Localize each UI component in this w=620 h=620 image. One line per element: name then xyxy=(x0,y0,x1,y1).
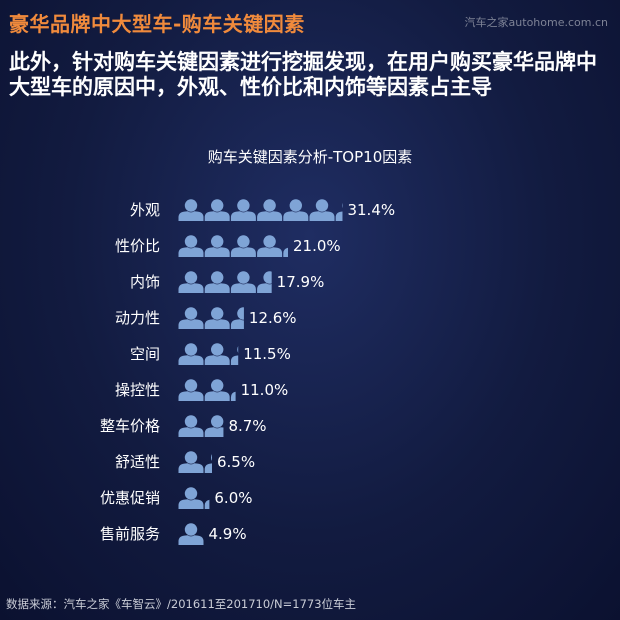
category-label: 舒适性 xyxy=(115,453,160,471)
category-label: 售前服务 xyxy=(100,525,160,543)
value-label: 6.5% xyxy=(217,453,255,471)
category-label: 空间 xyxy=(130,345,160,363)
category-label: 性价比 xyxy=(115,237,160,255)
person-icon xyxy=(204,343,230,365)
value-label: 17.9% xyxy=(277,273,325,291)
person-icon xyxy=(178,199,204,221)
value-label: 8.7% xyxy=(228,417,266,435)
value-label: 21.0% xyxy=(293,237,341,255)
category-label: 内饰 xyxy=(130,273,160,291)
headline: 此外，针对购车关键因素进行挖掘发现，在用户购买豪华品牌中大型车的原因中，外观、性… xyxy=(9,50,597,99)
person-icon xyxy=(178,307,204,329)
category-label: 整车价格 xyxy=(100,417,160,435)
person-icon xyxy=(178,523,204,545)
person-icon xyxy=(309,199,335,221)
value-label: 4.9% xyxy=(208,525,246,543)
value-label: 11.0% xyxy=(241,381,289,399)
value-label: 12.6% xyxy=(249,309,297,327)
person-icon xyxy=(230,235,256,257)
category-label: 操控性 xyxy=(115,381,160,399)
category-label: 优惠促销 xyxy=(100,489,160,507)
person-icon xyxy=(257,199,283,221)
person-icon xyxy=(178,379,204,401)
person-icon xyxy=(178,487,204,509)
value-label: 6.0% xyxy=(214,489,252,507)
person-icon xyxy=(204,199,230,221)
person-icon xyxy=(204,379,230,401)
person-icon xyxy=(178,415,204,437)
value-label: 31.4% xyxy=(347,201,395,219)
category-label: 动力性 xyxy=(115,309,160,327)
data-source-note: 数据来源：汽车之家《车智云》/201611至201710/N=1773位车主 xyxy=(6,597,357,611)
top-bar: 豪华品牌中大型车-购车关键因素 汽车之家autohome.com.cn xyxy=(0,0,620,40)
person-icon xyxy=(230,199,256,221)
pictogram-chart: 外观 31.4% 性价比 21.0% 内饰 17.9% 动力性 12.6% 空间 11.5% 操控性… xyxy=(100,199,395,545)
category-label: 外观 xyxy=(130,201,160,219)
page-title: 豪华品牌中大型车-购车关键因素 xyxy=(9,12,305,36)
person-icon xyxy=(230,271,256,293)
chart-title: 购车关键因素分析-TOP10因素 xyxy=(207,148,413,166)
person-icon xyxy=(178,343,204,365)
person-icon xyxy=(204,235,230,257)
person-icon xyxy=(257,235,283,257)
watermark: 汽车之家autohome.com.cn xyxy=(464,16,608,29)
person-icon xyxy=(178,451,204,473)
person-icon xyxy=(204,271,230,293)
person-icon xyxy=(178,235,204,257)
person-icon xyxy=(178,271,204,293)
person-icon xyxy=(204,415,224,437)
person-icon xyxy=(283,199,309,221)
person-icon xyxy=(204,307,230,329)
value-label: 11.5% xyxy=(243,345,291,363)
